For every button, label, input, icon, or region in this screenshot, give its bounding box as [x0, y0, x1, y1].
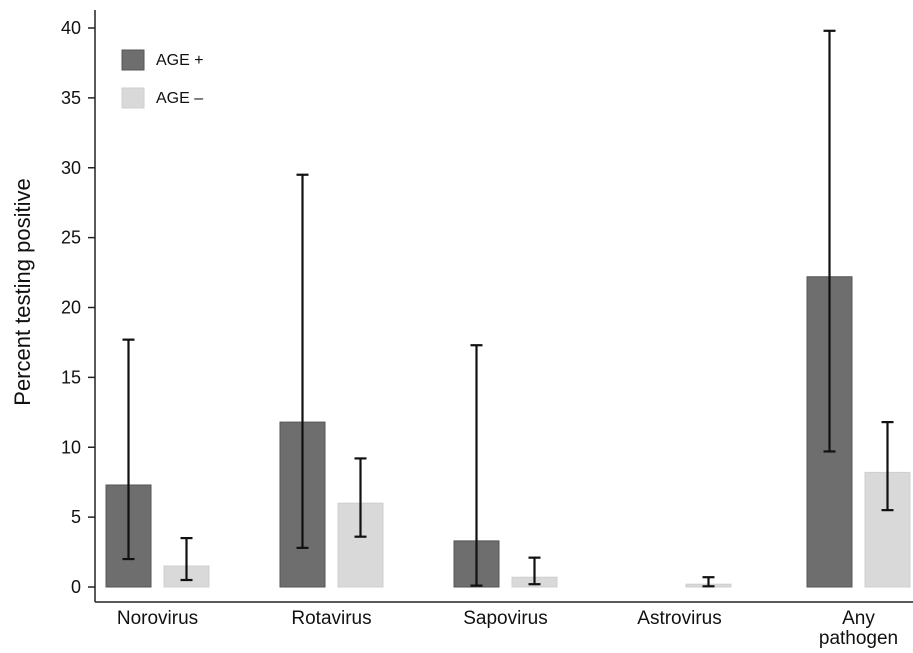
legend-label: AGE –: [156, 90, 203, 107]
legend: AGE + AGE –: [121, 49, 204, 109]
x-tick-label: Rotavirus: [291, 608, 371, 629]
x-tick-label: Norovirus: [117, 608, 198, 629]
legend-swatch: [121, 87, 145, 109]
x-tick-label: Astrovirus: [637, 608, 721, 629]
y-tick-label: 10: [61, 437, 81, 457]
y-axis-label: Percent testing positive: [10, 178, 35, 405]
legend-label: AGE +: [156, 52, 204, 69]
y-tick-label: 35: [61, 88, 81, 108]
bars: [105, 276, 911, 588]
legend-swatch: [121, 49, 145, 71]
x-tick-label: Any: [842, 608, 875, 629]
x-axis: Norovirus Rotavirus Sapovirus Astrovirus Any…: [95, 601, 913, 649]
y-tick-label: 0: [71, 577, 81, 597]
y-tick-label: 40: [61, 18, 81, 38]
error-bars: [122, 29, 894, 588]
y-tick-label: 25: [61, 228, 81, 248]
y-tick-label: 15: [61, 367, 81, 387]
y-tick-label: 30: [61, 158, 81, 178]
x-tick-label: pathogen: [819, 628, 898, 649]
x-tick-label: Sapovirus: [463, 608, 548, 629]
y-tick-label: 5: [71, 507, 81, 527]
y-tick-label: 20: [61, 298, 81, 318]
y-axis: 0 5 10 15 20 25 30 35 40: [61, 10, 96, 602]
